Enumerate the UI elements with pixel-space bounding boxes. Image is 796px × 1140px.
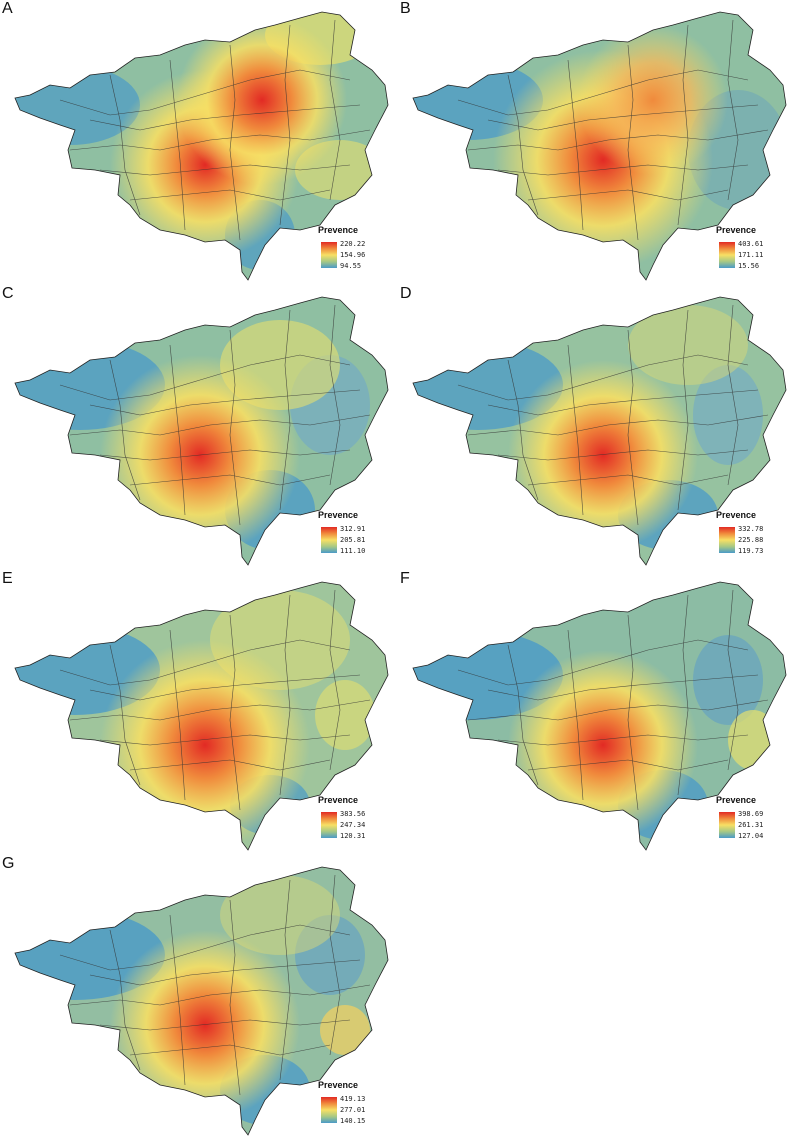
- map-panel-g: G: [0, 855, 398, 1140]
- legend-title: Prevence: [318, 225, 359, 235]
- legend-title: Prevence: [716, 510, 757, 520]
- map-panel-a: A: [0, 0, 398, 285]
- legend-max: 332.78: [738, 525, 764, 533]
- legend-max: 403.61: [738, 240, 764, 248]
- legend-title: Prevence: [318, 795, 359, 805]
- legend-min: 15.56: [738, 262, 760, 270]
- color-ramp: [321, 1097, 337, 1123]
- legend-max: 398.69: [738, 810, 764, 818]
- legend-c: Prevence 312.91 205.81 111.10: [318, 510, 398, 558]
- legend-max: 312.91: [340, 525, 366, 533]
- legend-b: Prevence 403.61 171.11 15.56: [716, 225, 796, 273]
- legend-d: Prevence 332.78 225.88 119.73: [716, 510, 796, 558]
- legend-a: Prevence 220.22 154.96 94.55: [318, 225, 398, 273]
- legend-mid: 247.34: [340, 821, 366, 829]
- heatmap-f: [412, 581, 787, 851]
- color-ramp: [719, 242, 735, 268]
- legend-f: Prevence 398.69 261.31 127.04: [716, 795, 796, 843]
- legend-min: 140.15: [340, 1117, 366, 1125]
- legend-mid: 171.11: [738, 251, 764, 259]
- legend-min: 94.55: [340, 262, 362, 270]
- legend-min: 111.10: [340, 547, 366, 555]
- heatmap-e: [14, 581, 389, 851]
- legend-title: Prevence: [716, 225, 757, 235]
- heatmap-b: [412, 11, 787, 281]
- heatmap-d: [412, 296, 787, 566]
- map-panel-e: E: [0, 570, 398, 855]
- legend-mid: 154.96: [340, 251, 366, 259]
- legend-mid: 205.81: [340, 536, 366, 544]
- legend-max: 220.22: [340, 240, 366, 248]
- legend-min: 120.31: [340, 832, 366, 840]
- color-ramp: [719, 527, 735, 553]
- color-ramp: [321, 242, 337, 268]
- legend-mid: 277.01: [340, 1106, 366, 1114]
- heatmap-c: [14, 296, 389, 566]
- heatmap-a: [14, 11, 389, 281]
- map-panel-d: D: [398, 285, 796, 570]
- panel-label-g: G: [2, 855, 15, 872]
- legend-min: 119.73: [738, 547, 764, 555]
- legend-e: Prevence 383.56 247.34 120.31: [318, 795, 398, 843]
- map-panel-c: C: [0, 285, 398, 570]
- color-ramp: [321, 527, 337, 553]
- legend-title: Prevence: [318, 510, 359, 520]
- legend-title: Prevence: [318, 1080, 359, 1090]
- legend-max: 383.56: [340, 810, 366, 818]
- legend-title: Prevence: [716, 795, 757, 805]
- heatmap-g: [14, 866, 389, 1136]
- map-panel-f: F: [398, 570, 796, 855]
- panel-label-b: B: [400, 0, 411, 17]
- panel-label-d: D: [400, 285, 412, 302]
- panel-label-c: C: [2, 285, 14, 302]
- legend-min: 127.04: [738, 832, 764, 840]
- color-ramp: [321, 812, 337, 838]
- legend-max: 419.13: [340, 1095, 366, 1103]
- panel-label-a: A: [2, 0, 13, 17]
- legend-mid: 261.31: [738, 821, 764, 829]
- legend-mid: 225.88: [738, 536, 764, 544]
- color-ramp: [719, 812, 735, 838]
- legend-g: Prevence 419.13 277.01 140.15: [318, 1080, 398, 1128]
- panel-label-e: E: [2, 570, 13, 587]
- panel-label-f: F: [400, 570, 410, 587]
- map-panel-b: B: [398, 0, 796, 285]
